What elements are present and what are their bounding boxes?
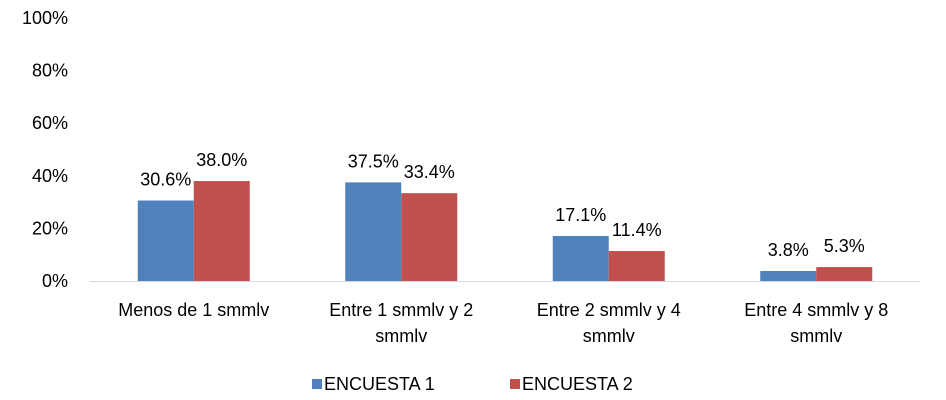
x-axis-categories: Menos de 1 smmlv Entre 1 smmlv y 2 smmlv En… [118, 300, 888, 346]
legend-swatch [510, 379, 520, 389]
legend: ENCUESTA 1 ENCUESTA 2 [312, 374, 633, 394]
data-label: 37.5% [348, 151, 399, 171]
data-label: 38.0% [196, 150, 247, 170]
category-label: Entre 1 smmlv y 2 [329, 300, 473, 320]
y-tick-label: 20% [32, 218, 68, 238]
bar-1-2 [345, 182, 402, 281]
bar-2-4 [816, 267, 873, 281]
category-label: Entre 4 smmlv y 8 [744, 300, 888, 320]
y-tick-label: 0% [42, 271, 68, 291]
category-label: Menos de 1 smmlv [118, 300, 269, 320]
data-labels: 30.6%38.0% 37.5%33.4% 17.1% 11.4% 3.8% 5.3% [140, 150, 865, 260]
bar-2-3 [608, 251, 665, 281]
category-label: smmlv [583, 326, 635, 346]
bars [137, 181, 873, 281]
category-label: Entre 2 smmlv y 4 [537, 300, 681, 320]
legend-label: ENCUESTA 2 [522, 374, 633, 394]
category-label: smmlv [375, 326, 427, 346]
bar-1-1 [137, 200, 194, 281]
data-label: 3.8% [768, 240, 809, 260]
bar-1-4 [760, 271, 817, 281]
y-tick-label: 80% [32, 61, 68, 81]
bar-2-1 [193, 181, 250, 281]
data-label: 30.6% [140, 170, 191, 190]
y-tick-label: 40% [32, 166, 68, 186]
y-tick-label: 100% [22, 8, 68, 28]
data-label: 17.1% [555, 205, 606, 225]
y-axis: 0% 20% 40% 60% 80% 100% [22, 8, 68, 291]
data-label: 11.4% [612, 220, 662, 240]
data-label: 5.3% [824, 236, 865, 256]
data-label: 33.4% [404, 162, 455, 182]
legend-swatch [312, 379, 322, 389]
category-label: smmlv [790, 326, 842, 346]
bar-2-2 [401, 193, 458, 281]
legend-label: ENCUESTA 1 [324, 374, 435, 394]
bar-1-3 [552, 236, 609, 281]
y-tick-label: 60% [32, 113, 68, 133]
